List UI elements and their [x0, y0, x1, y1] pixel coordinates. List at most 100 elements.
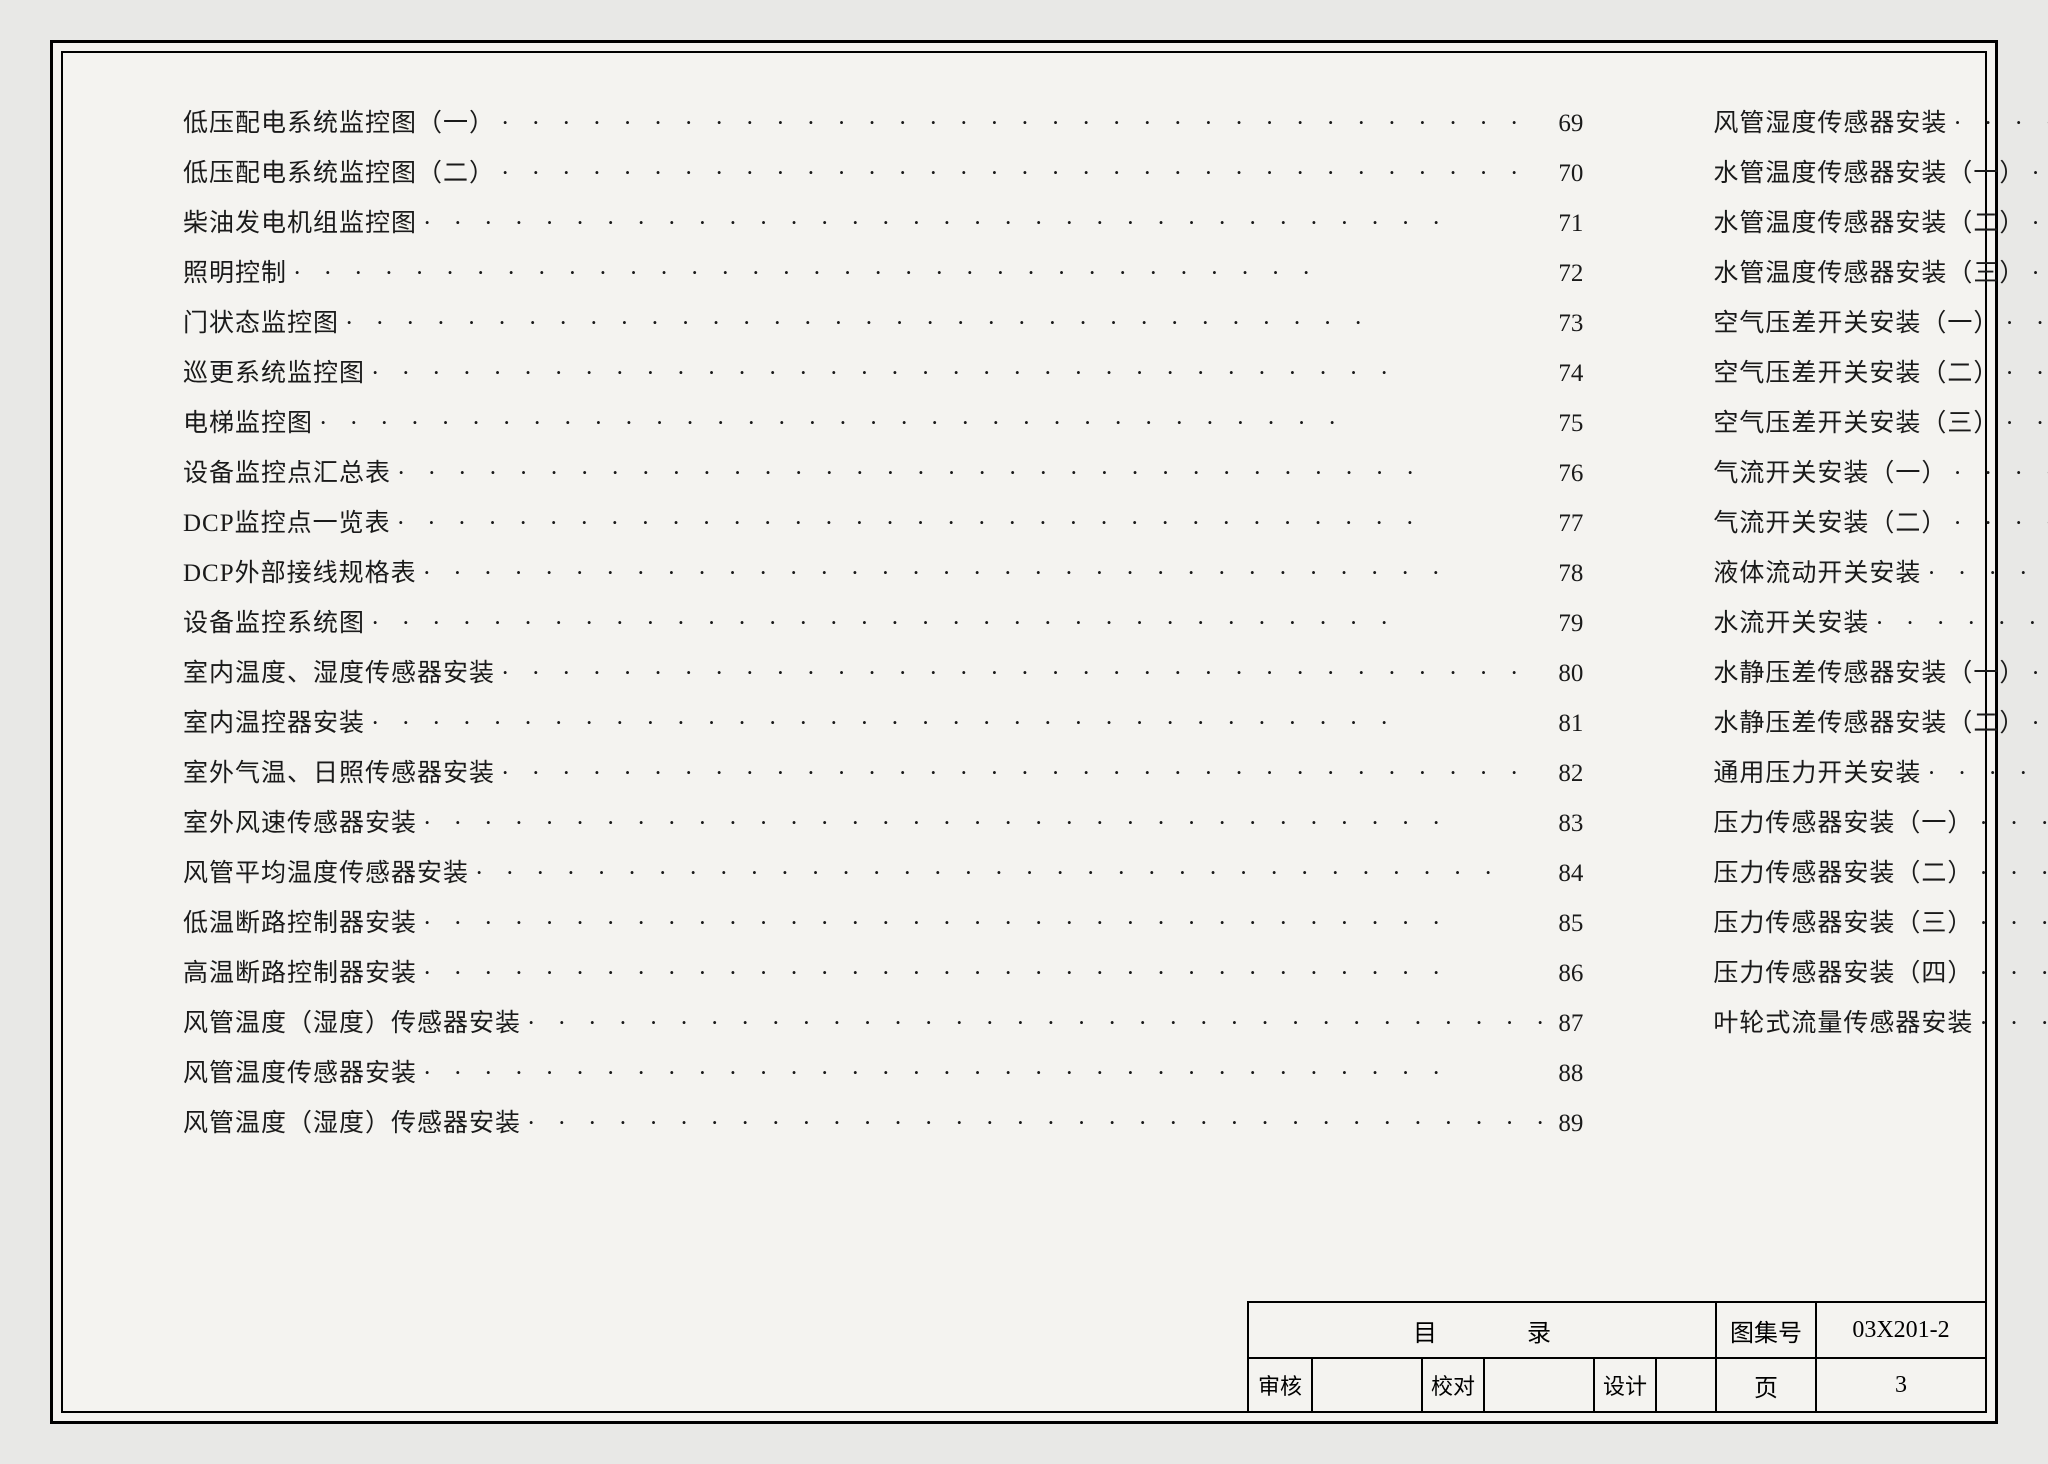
- toc-entry: 水静压差传感器安装（一）· · · · · · · · · · · · · · …: [1713, 653, 2048, 689]
- toc-entry-title: 液体流动开关安装: [1713, 553, 1921, 589]
- toc-entry-dots: · · · · · · · · · · · · · · · · · · · · …: [417, 810, 1558, 838]
- toc-entry-dots: · · · · · · · · · · · · · · · · · · · · …: [2025, 260, 2048, 288]
- toc-entry-title: 水静压差传感器安装（一）: [1713, 653, 2025, 689]
- toc-entry-title: 室内温度、湿度传感器安装: [183, 653, 495, 689]
- toc-entry: 低温断路控制器安装· · · · · · · · · · · · · · · ·…: [183, 903, 1583, 939]
- toc-entry-page: 72: [1558, 260, 1583, 288]
- toc-entry-title: 空气压差开关安装（三）: [1713, 403, 1999, 439]
- toc-entry-title: 叶轮式流量传感器安装: [1713, 1003, 1973, 1039]
- toc-entry-dots: · · · · · · · · · · · · · · · · · · · · …: [339, 310, 1558, 338]
- toc-entry: 叶轮式流量传感器安装· · · · · · · · · · · · · · · …: [1713, 1003, 2048, 1039]
- toc-entry: 风管湿度传感器安装· · · · · · · · · · · · · · · ·…: [1713, 103, 2048, 139]
- toc-entry-dots: · · · · · · · · · · · · · · · · · · · · …: [1999, 410, 2048, 438]
- toc-entry: 室内温度、湿度传感器安装· · · · · · · · · · · · · · …: [183, 653, 1583, 689]
- toc-entry: 设备监控系统图· · · · · · · · · · · · · · · · ·…: [183, 603, 1583, 639]
- toc-entry-title: 设备监控系统图: [183, 603, 365, 639]
- toc-entry-dots: · · · · · · · · · · · · · · · · · · · · …: [2025, 210, 2048, 238]
- toc-entry-title: 室外气温、日照传感器安装: [183, 753, 495, 789]
- toc-entry: 液体流动开关安装· · · · · · · · · · · · · · · · …: [1713, 553, 2048, 589]
- toc-entry-page: 86: [1558, 960, 1583, 988]
- toc-entry-title: 压力传感器安装（一）: [1713, 803, 1973, 839]
- toc-entry: 风管温度（湿度）传感器安装· · · · · · · · · · · · · ·…: [183, 1003, 1583, 1039]
- toc-entry-title: 电梯监控图: [183, 403, 313, 439]
- toc-entry-dots: · · · · · · · · · · · · · · · · · · · · …: [1973, 1010, 2048, 1038]
- toc-entry-title: 巡更系统监控图: [183, 353, 365, 389]
- toc-entry: 水流开关安装· · · · · · · · · · · · · · · · · …: [1713, 603, 2048, 639]
- toc-entry-page: 80: [1558, 660, 1583, 688]
- toc-entry-title: 压力传感器安装（二）: [1713, 853, 1973, 889]
- toc-entry-dots: · · · · · · · · · · · · · · · · · · · · …: [495, 760, 1558, 788]
- toc-entry: 压力传感器安装（三）· · · · · · · · · · · · · · · …: [1713, 903, 2048, 939]
- design-signature: [1655, 1359, 1715, 1411]
- toc-entry-title: 照明控制: [183, 253, 287, 289]
- toc-entry: 水管温度传感器安装（二）· · · · · · · · · · · · · · …: [1713, 203, 2048, 239]
- toc-entry-title: 柴油发电机组监控图: [183, 203, 417, 239]
- toc-entry: 通用压力开关安装· · · · · · · · · · · · · · · · …: [1713, 753, 2048, 789]
- toc-entry-page: 69: [1558, 110, 1583, 138]
- check-label: 校对: [1421, 1359, 1483, 1411]
- toc-entry-title: 压力传感器安装（四）: [1713, 953, 1973, 989]
- toc-entry: 室外风速传感器安装· · · · · · · · · · · · · · · ·…: [183, 803, 1583, 839]
- review-label: 审核: [1249, 1359, 1311, 1411]
- toc-entry: DCP监控点一览表· · · · · · · · · · · · · · · ·…: [183, 503, 1583, 539]
- toc-entry-title: 风管温度（湿度）传感器安装: [183, 1103, 521, 1139]
- toc-entry: 电梯监控图· · · · · · · · · · · · · · · · · ·…: [183, 403, 1583, 439]
- toc-entry-dots: · · · · · · · · · · · · · · · · · · · · …: [287, 260, 1558, 288]
- toc-entry: 空气压差开关安装（三）· · · · · · · · · · · · · · ·…: [1713, 403, 2048, 439]
- toc-entry-dots: · · · · · · · · · · · · · · · · · · · · …: [417, 960, 1558, 988]
- toc-entry-dots: · · · · · · · · · · · · · · · · · · · · …: [2025, 710, 2048, 738]
- title-block-row-2: 审核 校对 设计 页 3: [1249, 1357, 1985, 1411]
- review-signature: [1311, 1359, 1421, 1411]
- toc-entry-title: 低温断路控制器安装: [183, 903, 417, 939]
- toc-entry-dots: · · · · · · · · · · · · · · · · · · · · …: [495, 160, 1558, 188]
- toc-entry-page: 87: [1558, 1010, 1583, 1038]
- toc-entry: 照明控制· · · · · · · · · · · · · · · · · · …: [183, 253, 1583, 289]
- toc-entry-page: 76: [1558, 460, 1583, 488]
- toc-column-left: 低压配电系统监控图（一）· · · · · · · · · · · · · · …: [183, 103, 1583, 1139]
- toc-entry: 气流开关安装（一）· · · · · · · · · · · · · · · ·…: [1713, 453, 2048, 489]
- toc-entry-dots: · · · · · · · · · · · · · · · · · · · · …: [2025, 660, 2048, 688]
- toc-entry-title: DCP外部接线规格表: [183, 553, 417, 589]
- toc-entry-title: 室外风速传感器安装: [183, 803, 417, 839]
- toc-entry-dots: · · · · · · · · · · · · · · · · · · · · …: [1947, 460, 2048, 488]
- toc-entry-dots: · · · · · · · · · · · · · · · · · · · · …: [1973, 810, 2048, 838]
- toc-entry-dots: · · · · · · · · · · · · · · · · · · · · …: [417, 910, 1558, 938]
- toc-entry-dots: · · · · · · · · · · · · · · · · · · · · …: [495, 660, 1558, 688]
- toc-entry-title: 设备监控点汇总表: [183, 453, 391, 489]
- toc-entry-dots: · · · · · · · · · · · · · · · · · · · · …: [391, 460, 1558, 488]
- toc-entry-dots: · · · · · · · · · · · · · · · · · · · · …: [1973, 910, 2048, 938]
- toc-entry: 风管温度传感器安装· · · · · · · · · · · · · · · ·…: [183, 1053, 1583, 1089]
- toc-entry-dots: · · · · · · · · · · · · · · · · · · · · …: [1921, 560, 2048, 588]
- toc-entry-title: 水管温度传感器安装（一）: [1713, 153, 2025, 189]
- toc-entry: DCP外部接线规格表· · · · · · · · · · · · · · · …: [183, 553, 1583, 589]
- toc-entry: 压力传感器安装（四）· · · · · · · · · · · · · · · …: [1713, 953, 2048, 989]
- toc-entry-dots: · · · · · · · · · · · · · · · · · · · · …: [469, 860, 1558, 888]
- toc-entry-dots: · · · · · · · · · · · · · · · · · · · · …: [391, 510, 1559, 538]
- toc-entry-title: DCP监控点一览表: [183, 503, 391, 539]
- toc-entry-dots: · · · · · · · · · · · · · · · · · · · · …: [1999, 310, 2048, 338]
- toc-entry-page: 81: [1558, 710, 1583, 738]
- toc-entry-title: 门状态监控图: [183, 303, 339, 339]
- toc-entry: 室外气温、日照传感器安装· · · · · · · · · · · · · · …: [183, 753, 1583, 789]
- toc-entry-dots: · · · · · · · · · · · · · · · · · · · · …: [365, 710, 1558, 738]
- toc-entry-page: 77: [1558, 510, 1583, 538]
- toc-entry-dots: · · · · · · · · · · · · · · · · · · · · …: [1999, 360, 2048, 388]
- toc-entry-title: 风管温度传感器安装: [183, 1053, 417, 1089]
- toc-entry-dots: · · · · · · · · · · · · · · · · · · · · …: [313, 410, 1558, 438]
- toc-entry-title: 气流开关安装（二）: [1713, 503, 1947, 539]
- toc-entry-dots: · · · · · · · · · · · · · · · · · · · · …: [1973, 860, 2048, 888]
- title-block: 目录 图集号 03X201-2 审核 校对 设计 页 3: [1247, 1301, 1987, 1413]
- toc-entry: 空气压差开关安装（二）· · · · · · · · · · · · · · ·…: [1713, 353, 2048, 389]
- toc-entry-page: 74: [1558, 360, 1583, 388]
- toc-entry-title: 水流开关安装: [1713, 603, 1869, 639]
- toc-entry-title: 空气压差开关安装（一）: [1713, 303, 1999, 339]
- toc-entry: 压力传感器安装（一）· · · · · · · · · · · · · · · …: [1713, 803, 2048, 839]
- toc-entry-title: 高温断路控制器安装: [183, 953, 417, 989]
- toc-entry-page: 79: [1558, 610, 1583, 638]
- toc-entry-page: 88: [1558, 1060, 1583, 1088]
- toc-entry-page: 71: [1558, 210, 1583, 238]
- toc-entry-title: 气流开关安装（一）: [1713, 453, 1947, 489]
- toc-entry: 柴油发电机组监控图· · · · · · · · · · · · · · · ·…: [183, 203, 1583, 239]
- toc-entry: 设备监控点汇总表· · · · · · · · · · · · · · · · …: [183, 453, 1583, 489]
- toc-entry: 低压配电系统监控图（一）· · · · · · · · · · · · · · …: [183, 103, 1583, 139]
